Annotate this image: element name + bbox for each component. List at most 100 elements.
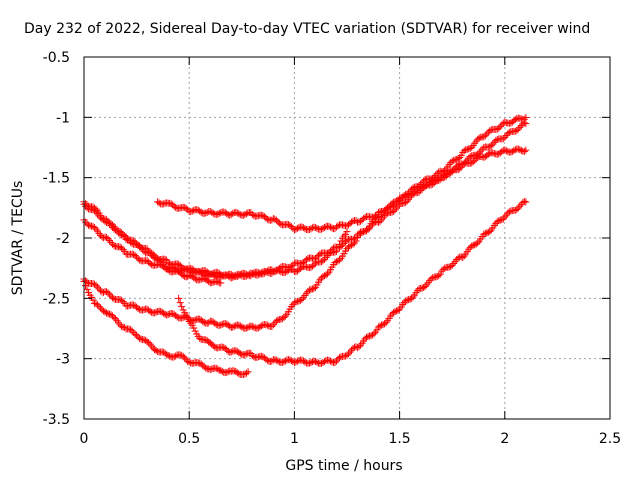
data-point: [247, 209, 255, 217]
data-point: [459, 253, 467, 261]
data-point: [332, 247, 340, 255]
series-track-3: [80, 200, 225, 287]
data-point: [421, 176, 429, 184]
data-point: [363, 226, 371, 234]
data-point: [472, 240, 480, 248]
data-point: [244, 368, 252, 376]
data-point: [248, 352, 256, 360]
data-point: [402, 297, 410, 305]
data-point: [200, 275, 208, 283]
data-point: [498, 148, 506, 156]
data-point: [118, 322, 126, 330]
data-point: [343, 228, 351, 236]
data-point: [501, 146, 509, 154]
data-point: [384, 204, 392, 212]
data-point: [257, 322, 265, 330]
data-point: [308, 262, 316, 270]
data-point: [243, 369, 251, 377]
data-point: [338, 241, 346, 249]
data-point: [85, 221, 93, 229]
data-point: [301, 358, 309, 366]
data-point: [250, 270, 258, 278]
data-point: [471, 241, 479, 249]
data-point: [125, 302, 133, 310]
data-point: [188, 207, 196, 215]
data-point: [191, 275, 199, 283]
data-point: [103, 234, 111, 242]
data-point: [229, 323, 237, 331]
data-point: [466, 159, 474, 167]
data-point: [241, 351, 249, 359]
data-point: [325, 356, 333, 364]
data-point: [118, 296, 126, 304]
data-point: [184, 357, 192, 365]
data-point: [109, 312, 117, 320]
data-point: [408, 294, 416, 302]
data-point: [182, 204, 190, 212]
data-point: [492, 137, 500, 145]
data-point: [281, 357, 289, 365]
data-point: [343, 351, 351, 359]
data-point: [115, 227, 123, 235]
data-marks: [80, 114, 530, 379]
data-point: [91, 280, 99, 288]
data-point: [133, 253, 141, 261]
data-point: [172, 204, 180, 211]
data-point: [505, 208, 513, 216]
data-point: [349, 344, 357, 352]
data-point: [522, 198, 530, 206]
data-point: [489, 140, 497, 148]
data-point: [103, 216, 111, 224]
data-point: [396, 194, 404, 202]
data-point: [436, 270, 444, 278]
data-point: [418, 284, 426, 292]
data-point: [118, 244, 126, 252]
data-point: [83, 278, 91, 286]
data-point: [227, 274, 235, 282]
data-point: [95, 302, 103, 310]
data-point: [235, 370, 243, 378]
data-point: [326, 357, 334, 365]
data-point: [179, 272, 187, 280]
data-point: [173, 313, 181, 321]
data-point: [325, 250, 333, 258]
data-point: [323, 270, 331, 278]
data-point: [152, 308, 160, 316]
data-point: [328, 358, 336, 366]
data-point: [487, 142, 495, 150]
data-point: [417, 180, 425, 188]
data-point: [317, 225, 325, 233]
series-track-6: [175, 197, 530, 367]
data-point: [280, 313, 288, 321]
data-point: [363, 333, 371, 341]
data-point: [454, 155, 462, 163]
data-point: [106, 290, 114, 298]
data-point: [269, 268, 277, 276]
chart-title: Day 232 of 2022, Sidereal Day-to-day VTE…: [24, 21, 590, 37]
data-point: [293, 224, 301, 232]
data-point: [352, 237, 360, 245]
data-point: [146, 307, 154, 315]
data-point: [83, 285, 91, 293]
data-point: [272, 317, 280, 325]
data-point: [460, 160, 468, 168]
data-point: [94, 301, 102, 309]
data-point: [190, 324, 198, 332]
data-point: [196, 334, 204, 342]
data-point: [163, 311, 171, 319]
data-point: [284, 266, 292, 274]
data-point: [268, 322, 276, 330]
data-point: [486, 228, 494, 235]
data-point: [233, 369, 241, 377]
data-point: [205, 272, 213, 280]
data-point: [185, 358, 193, 366]
data-point: [332, 258, 340, 266]
data-point: [307, 225, 315, 233]
data-point: [217, 279, 225, 287]
data-point: [248, 210, 256, 218]
data-point: [496, 123, 504, 131]
data-point: [110, 242, 118, 250]
data-point: [429, 174, 437, 182]
data-point: [454, 254, 462, 262]
data-point: [360, 228, 368, 236]
